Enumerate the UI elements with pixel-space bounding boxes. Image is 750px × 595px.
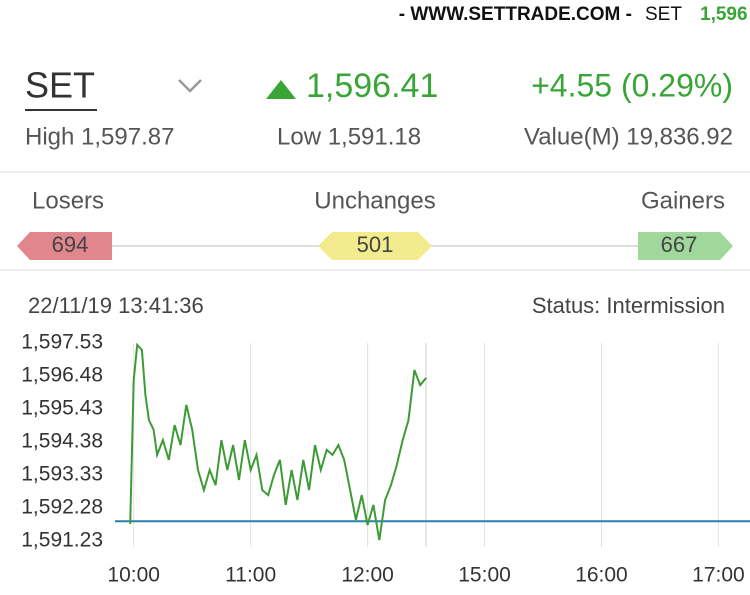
x-tick-label: 17:00 (692, 564, 745, 587)
market-status: Status: Intermission (532, 293, 725, 318)
up-arrow (266, 80, 296, 99)
dropdown-chevron[interactable] (178, 79, 202, 93)
ticker-value: 1,596 (700, 4, 748, 25)
gainers-label: Gainers (641, 187, 725, 214)
losers-label: Losers (32, 187, 104, 214)
gainers-count: 667 (661, 232, 698, 257)
losers-count: 694 (52, 232, 89, 257)
losers-tag (17, 232, 112, 260)
x-tick-label: 16:00 (575, 564, 628, 587)
ticker-site: - WWW.SETTRADE.COM - (399, 4, 632, 25)
gainers-tag (638, 232, 733, 260)
y-tick-label: 1,593.33 (21, 463, 103, 486)
low: Low 1,591.18 (277, 123, 421, 150)
y-tick-label: 1,597.53 (21, 331, 103, 354)
y-tick-label: 1,596.48 (21, 364, 103, 387)
value-m: Value(M) 19,836.92 (524, 123, 733, 150)
last-price: 1,596.41 (306, 67, 438, 105)
symbol[interactable]: SET (25, 65, 95, 106)
high: High 1,597.87 (25, 123, 174, 150)
y-tick-label: 1,592.28 (21, 496, 103, 519)
x-tick-label: 15:00 (458, 564, 511, 587)
unchanged-tag (318, 232, 432, 260)
price-line (129, 342, 427, 541)
chart: 1,591.23 1,592.28 1,593.33 1,594.38 1,595.43… (21, 331, 750, 587)
y-tick-label: 1,594.38 (21, 430, 103, 453)
y-tick-label: 1,595.43 (21, 397, 103, 420)
x-tick-label: 10:00 (107, 564, 160, 587)
ticker-symbol: SET (645, 4, 682, 25)
timestamp: 22/11/19 13:41:36 (28, 293, 204, 318)
change: +4.55 (0.29%) (531, 67, 733, 103)
y-tick-label: 1,591.23 (21, 529, 103, 552)
unchanged-count: 501 (357, 232, 394, 257)
x-tick-label: 11:00 (225, 564, 276, 587)
unchanged-label: Unchanges (314, 187, 435, 214)
x-tick-label: 12:00 (341, 564, 394, 587)
